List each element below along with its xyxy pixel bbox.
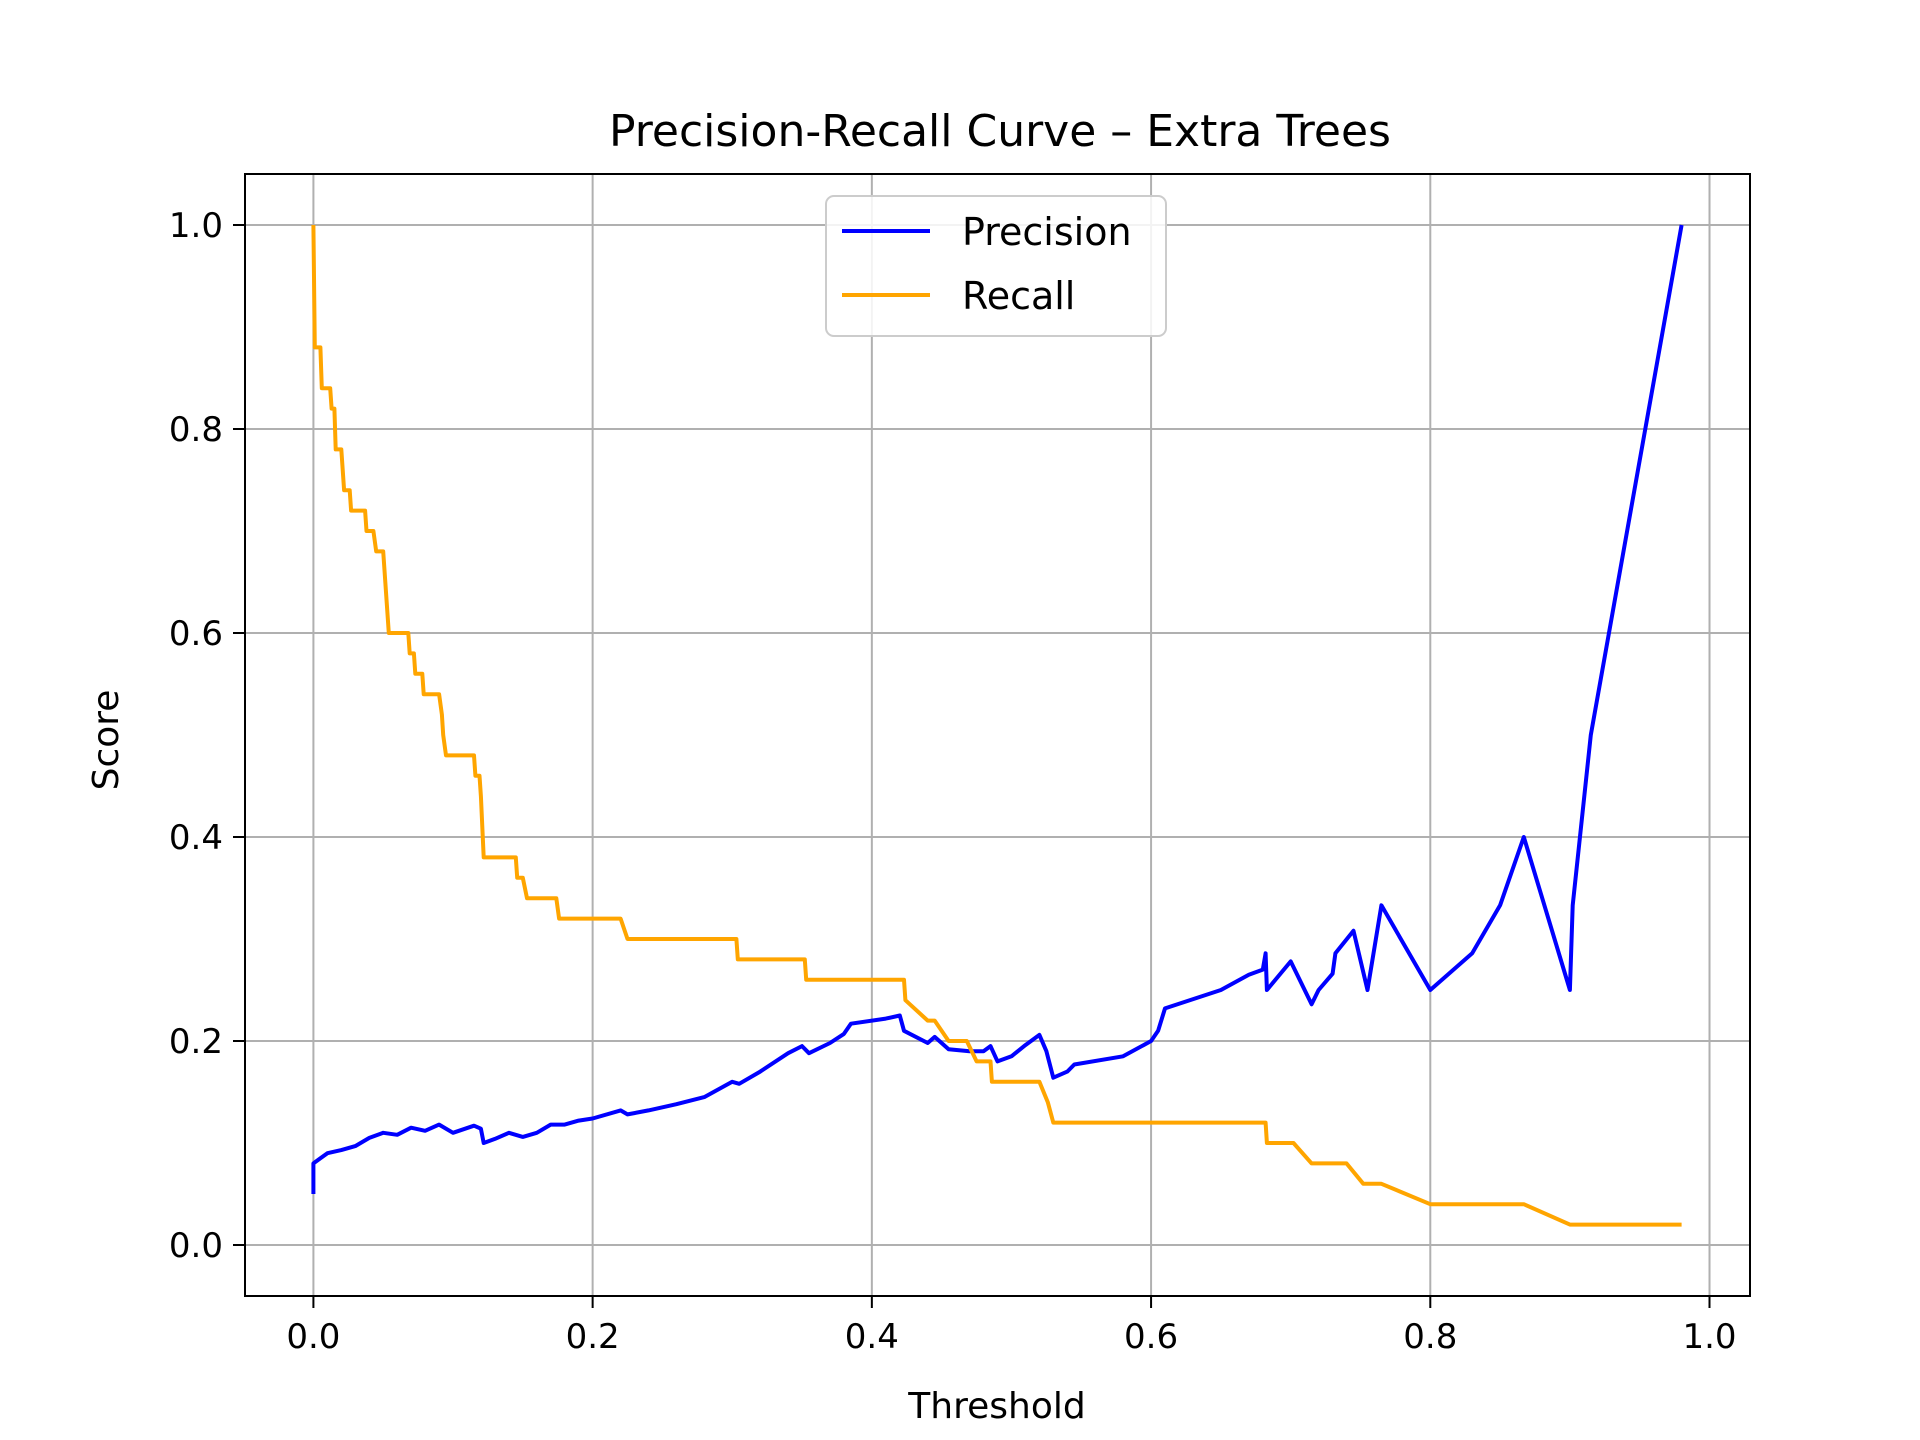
series-line-recall xyxy=(311,224,1682,1227)
x-tick-label: 1.0 xyxy=(1682,1317,1736,1357)
legend-precision-label: Precision xyxy=(962,210,1132,254)
x-tick-label: 0.8 xyxy=(1403,1317,1457,1357)
chart-title: Precision-Recall Curve – Extra Trees xyxy=(609,106,1391,157)
legend: Precision Recall xyxy=(825,195,1167,337)
y-tick-label: 0.8 xyxy=(169,410,223,450)
x-tick-label: 0.2 xyxy=(566,1317,620,1357)
x-tick-label: 0.4 xyxy=(845,1317,899,1357)
y-tick-label: 0.4 xyxy=(169,818,223,858)
y-tick-label: 0.6 xyxy=(169,614,223,654)
y-axis-label: Score xyxy=(86,690,127,791)
legend-recall-label: Recall xyxy=(962,274,1075,318)
y-tick-label: 0.2 xyxy=(169,1022,223,1062)
x-tick-label: 0.6 xyxy=(1124,1317,1178,1357)
grid-lines xyxy=(245,174,1750,1296)
y-tick-label: 0.0 xyxy=(169,1226,223,1266)
x-tick-label: 0.0 xyxy=(286,1317,340,1357)
series-line-precision xyxy=(311,224,1684,1194)
plot-frame xyxy=(244,173,1751,1297)
axis-ticks: 0.0 0.2 0.4 0.6 0.8 1.0 0.0 0.2 0.4 0.6 0.8 1.0 xyxy=(169,206,1737,1357)
y-tick-label: 1.0 xyxy=(169,206,223,246)
data-series xyxy=(311,224,1684,1227)
x-axis-label: Threshold xyxy=(907,1386,1085,1427)
